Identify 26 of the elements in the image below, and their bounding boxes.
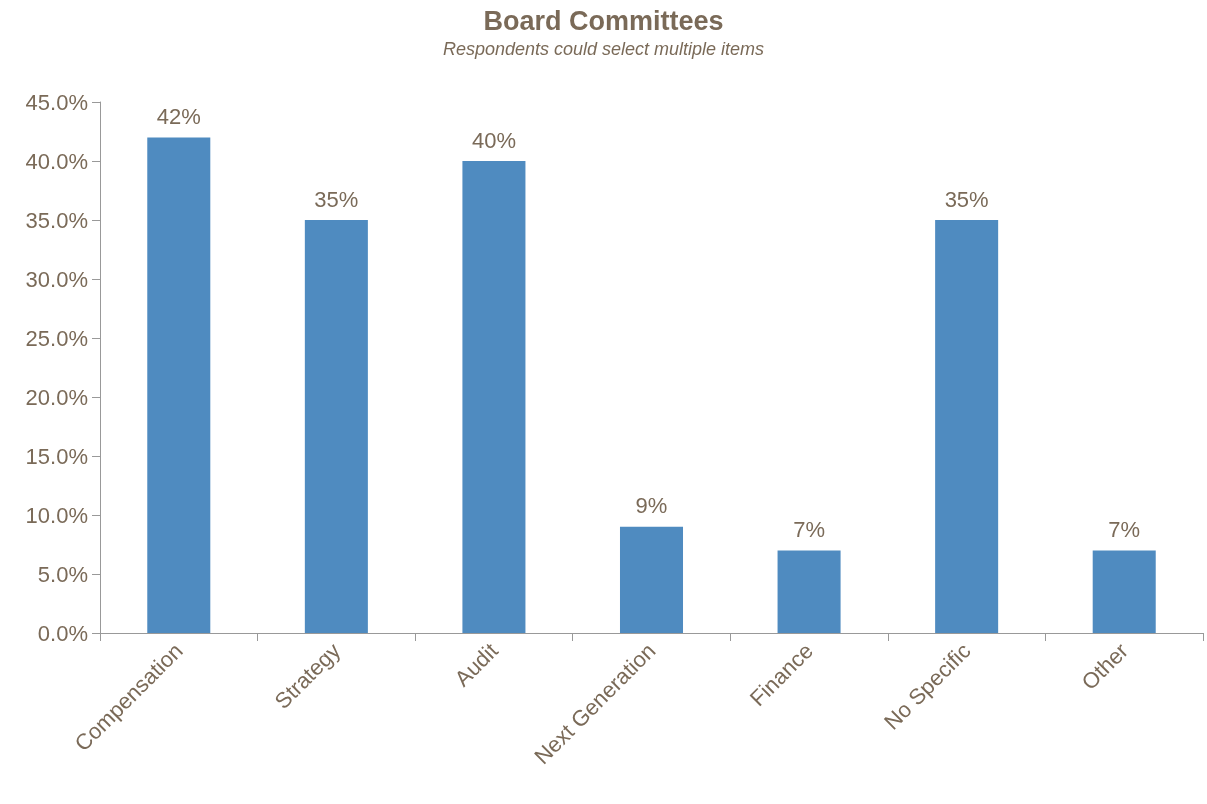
- data-label: 40%: [471, 127, 516, 153]
- data-label: 35%: [314, 186, 359, 212]
- y-tick-label: 5.0%: [37, 561, 88, 587]
- y-tick-label: 35.0%: [25, 207, 88, 233]
- data-label: 7%: [793, 516, 825, 542]
- bar: [935, 220, 999, 633]
- data-label: 9%: [635, 493, 668, 519]
- bar: [304, 220, 368, 633]
- bar: [462, 161, 526, 633]
- bar: [619, 526, 684, 633]
- y-tick-label: 20.0%: [25, 384, 88, 410]
- y-tick-label: 45.0%: [25, 89, 88, 115]
- chart-subtitle: Respondents could select multiple items: [442, 39, 765, 59]
- bar: [777, 550, 841, 633]
- y-tick-label: 30.0%: [25, 266, 88, 292]
- bar: [1092, 550, 1156, 633]
- data-label: 35%: [944, 186, 989, 212]
- data-label: 7%: [1108, 516, 1141, 542]
- y-tick-label: 40.0%: [25, 148, 88, 174]
- y-tick-label: 0.0%: [37, 620, 88, 646]
- chart-title: Board Committees: [483, 5, 724, 36]
- y-tick-label: 10.0%: [25, 502, 88, 528]
- data-label: 42%: [156, 103, 201, 129]
- y-tick-label: 15.0%: [25, 443, 88, 469]
- bar: [147, 137, 211, 633]
- y-tick-label: 25.0%: [25, 325, 88, 351]
